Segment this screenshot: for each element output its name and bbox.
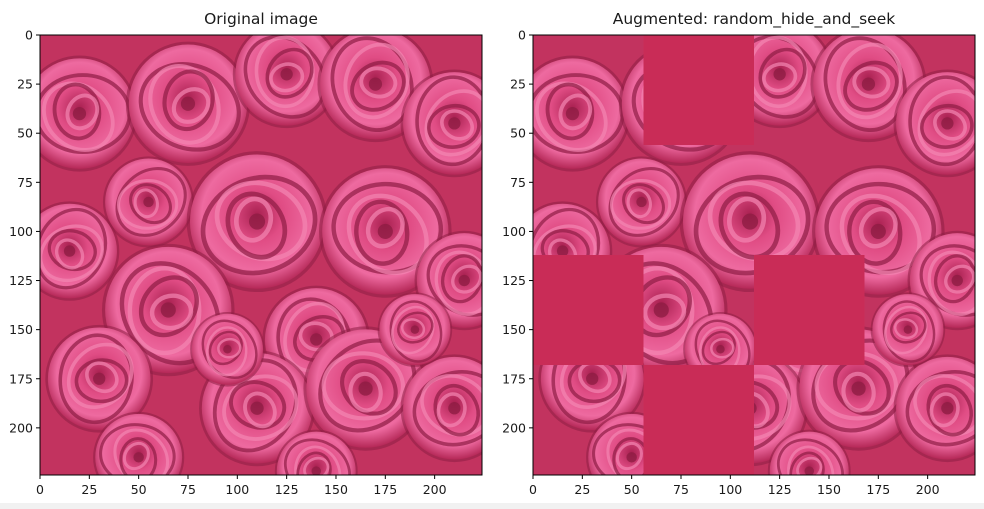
y-tick-label: 50 — [510, 126, 526, 141]
rose — [870, 292, 946, 367]
x-tick-label: 25 — [574, 482, 590, 497]
rose — [400, 69, 482, 178]
x-tick-label: 125 — [768, 482, 792, 497]
y-tick-label: 200 — [9, 420, 33, 435]
rose — [190, 311, 265, 387]
x-tick-label: 100 — [718, 482, 742, 497]
rose — [893, 69, 975, 178]
rose — [40, 55, 138, 172]
y-tick-label: 0 — [518, 28, 526, 43]
x-tick-label: 200 — [916, 482, 940, 497]
rose — [40, 201, 120, 301]
rose — [893, 354, 975, 463]
rose — [232, 35, 341, 129]
hidden-patch — [533, 255, 644, 365]
y-tick-label: 0 — [25, 28, 33, 43]
x-tick-label: 125 — [275, 482, 299, 497]
axis-ticks-left: 0 25 50 75 100 125 150 175 200 0 25 50 75 100 125 150 17… — [9, 28, 446, 498]
y-tick-label: 125 — [9, 273, 33, 288]
y-tick-label: 175 — [9, 371, 33, 386]
x-tick-label: 0 — [36, 482, 44, 497]
rose — [125, 41, 251, 166]
hidden-patch — [754, 255, 865, 365]
y-tick-label: 100 — [9, 224, 33, 239]
y-tick-label: 150 — [9, 322, 33, 337]
y-tick-label: 200 — [502, 420, 526, 435]
rose — [377, 292, 453, 367]
rose — [274, 429, 358, 475]
x-tick-label: 75 — [180, 482, 196, 497]
y-tick-label: 25 — [510, 77, 526, 92]
axes-frame — [532, 34, 976, 476]
x-tick-label: 75 — [673, 482, 689, 497]
hidden-patches — [533, 35, 865, 475]
rose — [45, 324, 154, 433]
x-tick-label: 175 — [866, 482, 890, 497]
rose — [102, 156, 195, 248]
rose — [533, 55, 631, 172]
hidden-patch — [643, 365, 754, 475]
panel-title-original: Original image — [204, 10, 318, 28]
axis-ticks-right: 0 25 50 75 100 125 150 175 200 0 25 50 75 100 125 150 17… — [502, 28, 939, 498]
x-tick-label: 50 — [624, 482, 640, 497]
window-bottom-strip — [0, 503, 984, 509]
x-tick-label: 150 — [817, 482, 841, 497]
y-tick-label: 25 — [17, 77, 33, 92]
y-tick-label: 100 — [502, 224, 526, 239]
y-tick-label: 150 — [502, 322, 526, 337]
original-image-panel: Original image 0 25 50 75 100 125 150 175 200 0 25… — [9, 10, 483, 498]
x-tick-label: 0 — [529, 482, 537, 497]
x-tick-label: 50 — [131, 482, 147, 497]
rose — [595, 156, 688, 248]
rose-image — [40, 35, 482, 475]
rose — [93, 411, 185, 475]
y-tick-label: 75 — [510, 175, 526, 190]
x-tick-label: 200 — [423, 482, 447, 497]
x-tick-label: 25 — [81, 482, 97, 497]
y-tick-label: 75 — [17, 175, 33, 190]
augmented-image-panel: Augmented: random_hide_and_seek 0 25 50 75 1… — [502, 10, 976, 498]
hidden-patch — [643, 35, 754, 145]
x-tick-label: 175 — [373, 482, 397, 497]
rose — [186, 151, 328, 293]
axes-frame — [39, 34, 483, 476]
x-tick-label: 100 — [225, 482, 249, 497]
panel-title-augmented: Augmented: random_hide_and_seek — [613, 10, 896, 29]
rose — [400, 354, 482, 463]
y-tick-label: 125 — [502, 273, 526, 288]
y-tick-label: 175 — [502, 371, 526, 386]
y-tick-label: 50 — [17, 126, 33, 141]
rose — [907, 230, 975, 331]
x-tick-label: 150 — [324, 482, 348, 497]
